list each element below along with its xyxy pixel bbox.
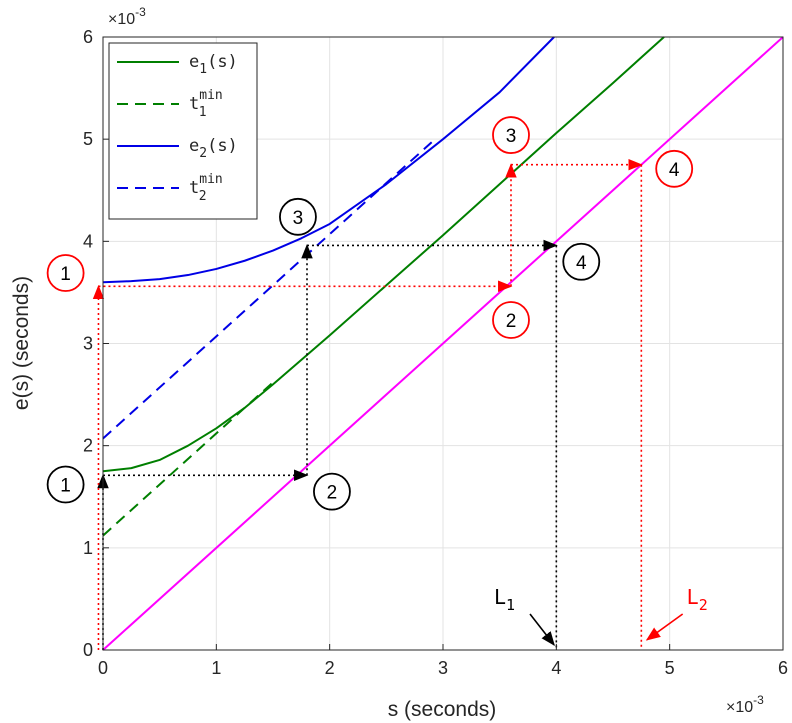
y-tick-label: 4 — [83, 231, 93, 251]
series-line — [102, 36, 784, 651]
x-axis-label: s (seconds) — [388, 698, 497, 721]
red-step-circle — [655, 149, 694, 188]
series-line — [102, 141, 433, 440]
y-tick-label: 2 — [83, 436, 93, 456]
red-step-number: 4 — [669, 160, 680, 181]
black-step-number: 4 — [576, 253, 587, 274]
black-step-circle — [46, 465, 85, 504]
ticks: 0 1 2 3 4 5 6 0 1 2 3 4 5 6 — [83, 27, 788, 678]
legend: e1(s)tmin 1e2(s)tmin 2 — [108, 42, 258, 220]
x-scale-factor: ×10-3 — [726, 693, 764, 716]
y-tick-label: 5 — [83, 129, 93, 149]
x-tick-label: 1 — [211, 658, 221, 678]
x-tick-label: 5 — [665, 658, 675, 678]
y-scale-factor: ×10-3 — [108, 5, 146, 28]
x-tick-label: 3 — [438, 658, 448, 678]
black-step-number: 2 — [327, 483, 338, 504]
red-step-circle — [492, 116, 530, 154]
y-tick-label: 3 — [83, 334, 93, 354]
limit-arrow — [645, 613, 684, 641]
x-tick-label: 2 — [325, 658, 335, 678]
y-tick-label: 6 — [83, 27, 93, 47]
black-step-circle — [313, 472, 351, 511]
y-axis-label: e(s) (seconds) — [10, 276, 33, 410]
x-tick-label: 0 — [98, 658, 108, 678]
black-step-circle — [279, 197, 317, 236]
series-line — [102, 381, 274, 537]
black-step-number: 1 — [60, 475, 71, 496]
red-step-circle — [46, 254, 85, 292]
plot-lines — [102, 36, 784, 651]
red-step-number: 1 — [60, 264, 71, 285]
x-tick-label: 6 — [778, 658, 788, 678]
series-line — [102, 36, 555, 284]
x-tick-label: 4 — [551, 658, 561, 678]
red-step-circle — [492, 301, 530, 339]
red-step-number: 3 — [506, 126, 517, 147]
limit-arrow — [529, 613, 555, 647]
series-line — [102, 36, 665, 473]
y-tick-label: 1 — [83, 538, 93, 558]
y-tick-label: 0 — [83, 640, 93, 660]
black-step-number: 3 — [293, 208, 304, 229]
red-step-number: 2 — [506, 311, 517, 332]
legend-box — [108, 42, 258, 220]
black-step-circle — [562, 242, 601, 281]
